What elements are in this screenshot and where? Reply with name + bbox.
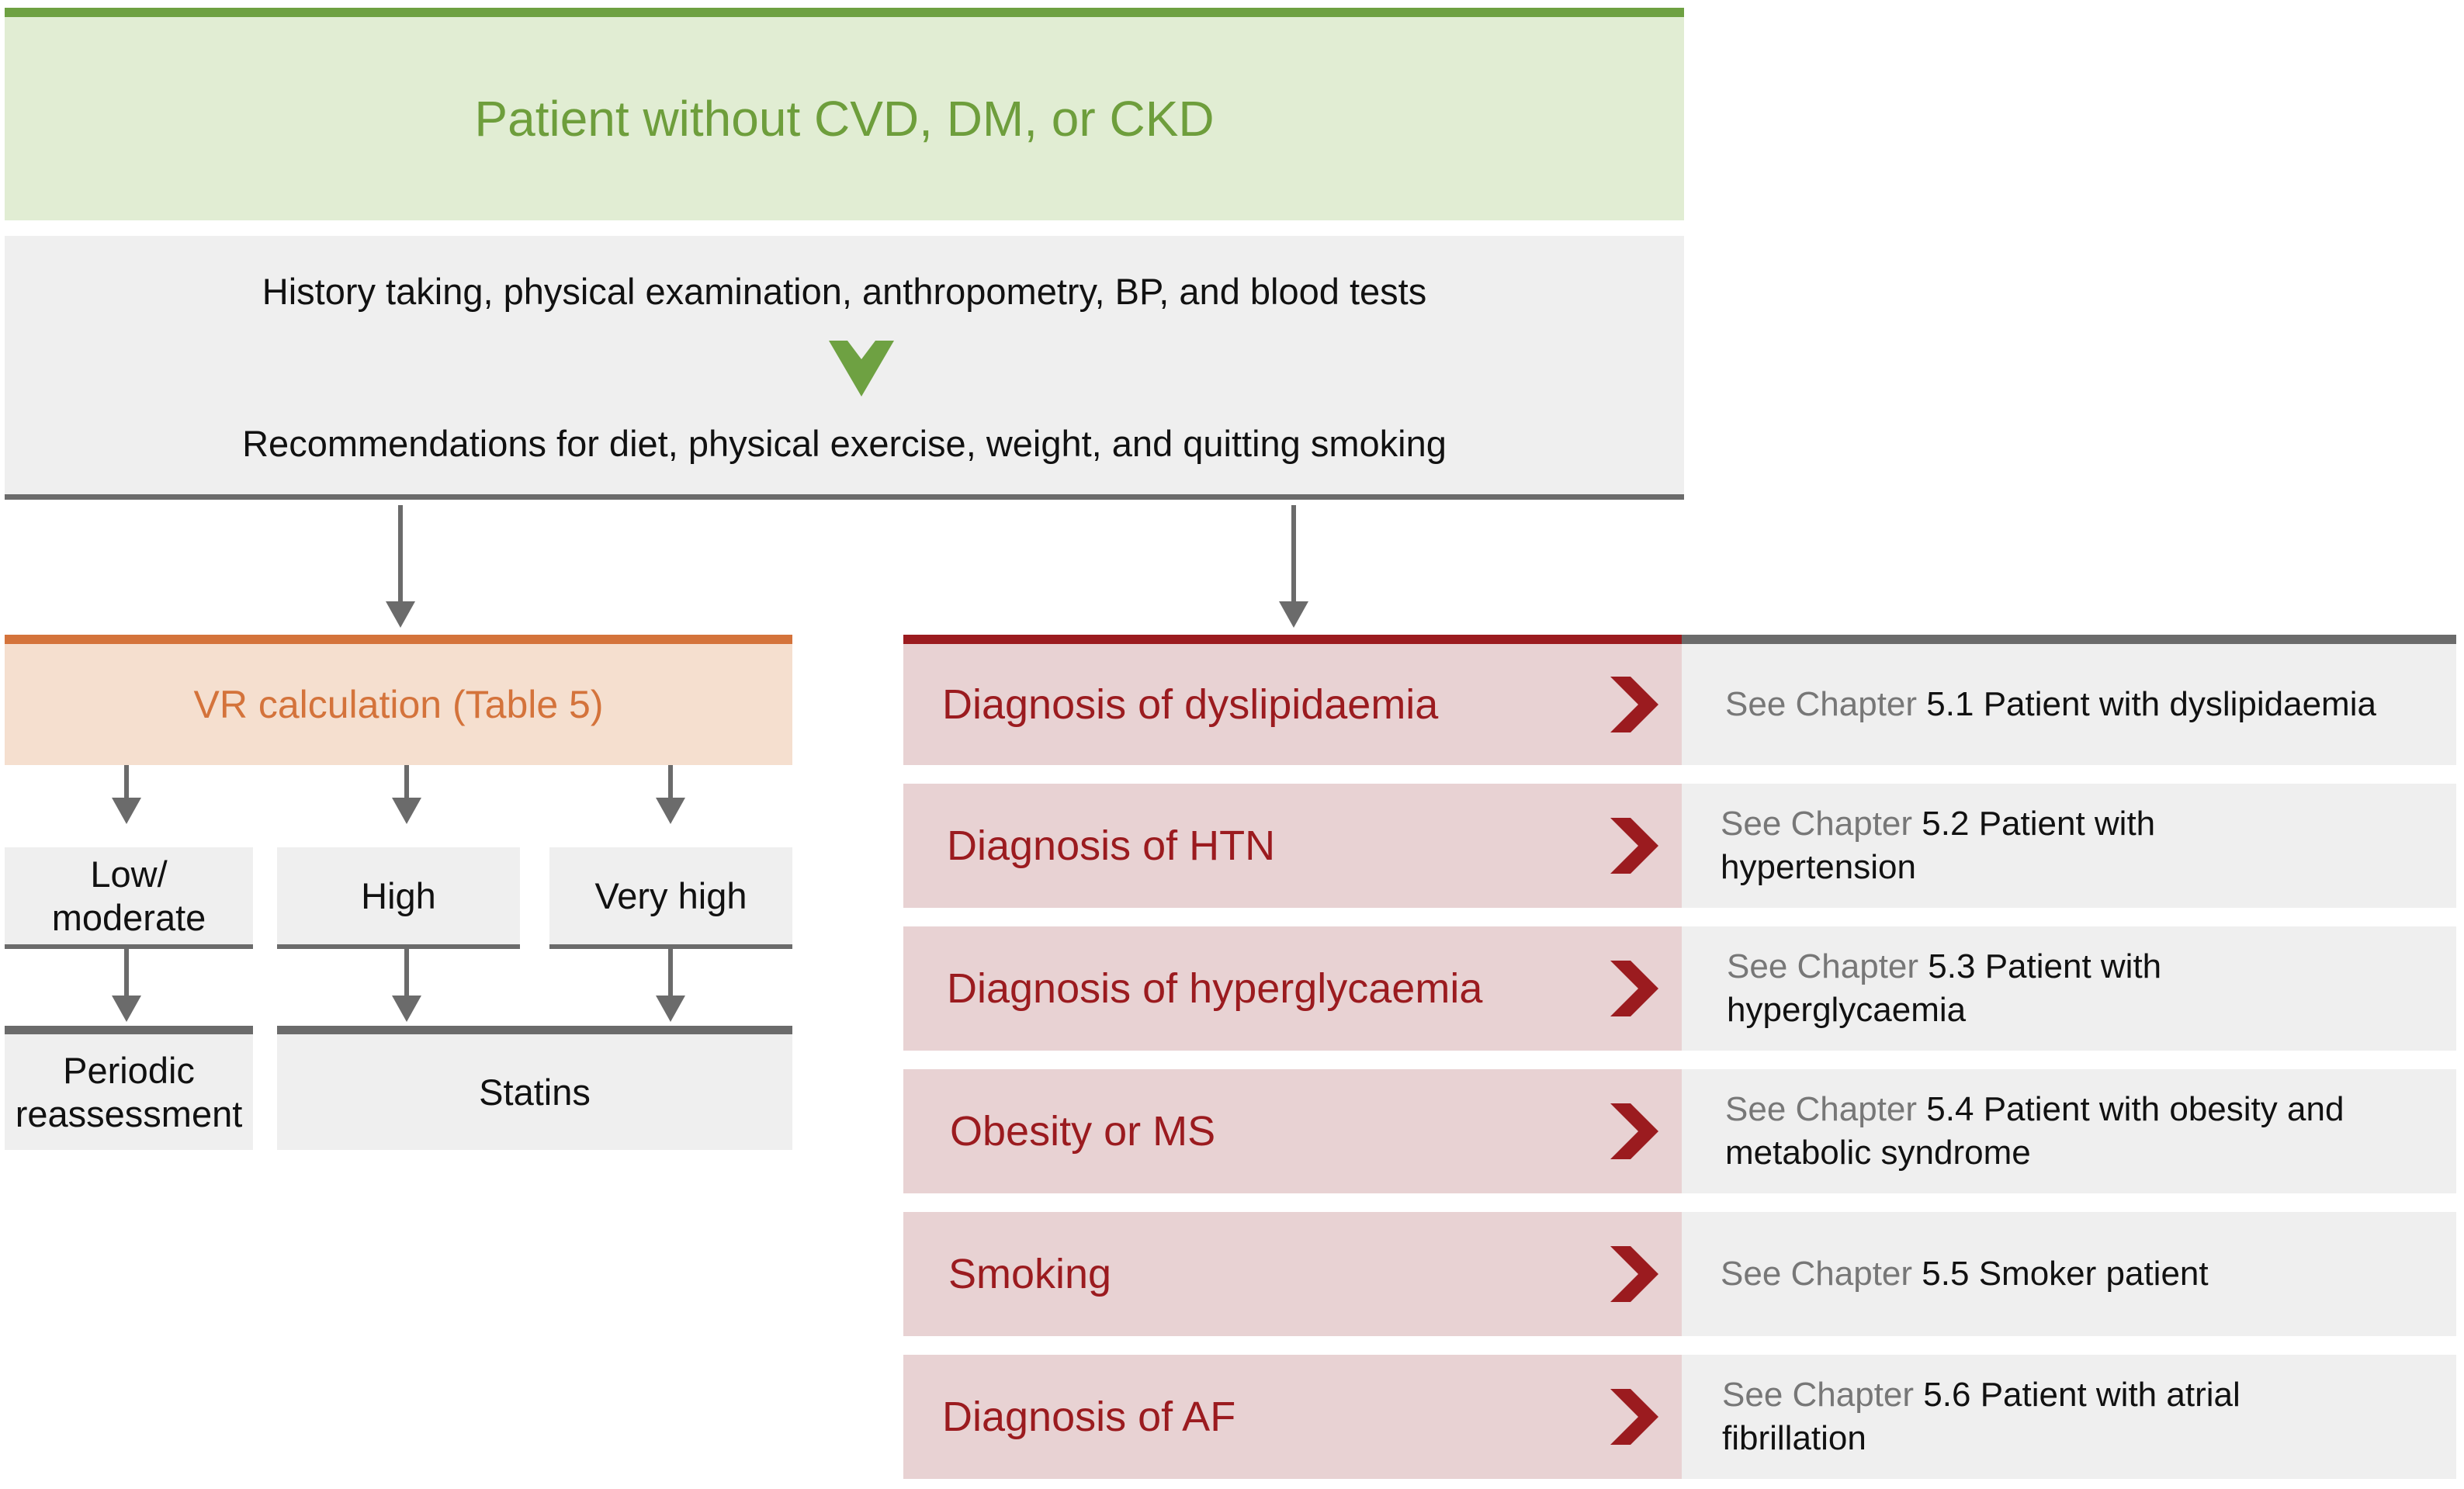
chevron-right-icon	[1610, 1103, 1658, 1159]
outcome-label: reassessment	[15, 1093, 243, 1134]
arrow-down-icon	[386, 601, 415, 628]
chapter-reference-continued: fibrillation	[1722, 1419, 1866, 1457]
arrow-down-icon	[112, 798, 141, 824]
see-chapter-label: See Chapter	[1722, 1376, 1915, 1414]
arrow-line-high-outcome	[404, 949, 409, 996]
chapter-reference: 5.2 Patient with	[1922, 805, 2156, 843]
chapter-reference-row: See Chapter 5.1 Patient with dyslipidaem…	[1682, 644, 2456, 765]
chevron-right-icon	[1610, 818, 1658, 874]
chapter-reference-row: See Chapter 5.3 Patient with hyperglycae…	[1682, 926, 2456, 1051]
chapter-reference-row: See Chapter 5.2 Patient with hypertensio…	[1682, 784, 2456, 908]
risk-level-high: High	[277, 847, 520, 949]
chapter-reference: 5.3 Patient with	[1928, 947, 2162, 985]
risk-level-label: High	[361, 874, 436, 916]
diagnosis-label: Smoking	[948, 1251, 1112, 1297]
diagnosis-label: Diagnosis of HTN	[947, 822, 1276, 869]
vr-calculation-label: VR calculation (Table 5)	[193, 683, 604, 726]
see-chapter-label: See Chapter	[1725, 1090, 1918, 1128]
diagnosis-label: Diagnosis of dyslipidaemia	[942, 681, 1439, 728]
chapter-reference: 5.4 Patient with obesity and	[1926, 1090, 2344, 1128]
chevron-right-icon	[1610, 1389, 1658, 1445]
chevron-right-icon	[1610, 1246, 1658, 1302]
chapter-reference-row: See Chapter 5.5 Smoker patient	[1682, 1212, 2456, 1336]
risk-level-label: moderate	[51, 896, 206, 938]
arrow-line-high	[404, 765, 409, 798]
risk-level-very-high: Very high	[549, 847, 792, 949]
diagnosis-row-htn: Diagnosis of HTN	[903, 784, 1682, 908]
chapter-reference-continued: hypertension	[1721, 848, 1916, 886]
diagnosis-row-dyslipidaemia: Diagnosis of dyslipidaemia	[903, 644, 1682, 765]
see-chapter-label: See Chapter	[1721, 805, 1913, 843]
assessment-box: History taking, physical examination, an…	[5, 236, 1684, 500]
see-chapter-label: See Chapter	[1727, 947, 1919, 985]
chapter-reference-continued: metabolic syndrome	[1725, 1134, 2031, 1172]
vr-calculation-box: VR calculation (Table 5)	[5, 644, 792, 765]
arrow-down-icon	[656, 798, 685, 824]
arrow-line-low	[124, 765, 129, 798]
arrow-line-very-high	[668, 765, 673, 798]
arrow-line-very-high-outcome	[668, 949, 673, 996]
diagnosis-label: Diagnosis of AF	[942, 1394, 1236, 1440]
chapter-reference-continued: hyperglycaemia	[1727, 991, 1967, 1029]
chapter-reference: 5.6 Patient with atrial	[1923, 1376, 2240, 1414]
arrow-line-to-diagnoses	[1291, 505, 1296, 601]
outcome-statins: Statins	[277, 1026, 792, 1150]
chevron-down-icon	[829, 341, 894, 396]
see-chapter-label: See Chapter	[1721, 1255, 1913, 1293]
chapter-reference: 5.1 Patient with dyslipidaemia	[1926, 685, 2376, 723]
diagnosis-label: Diagnosis of hyperglycaemia	[947, 965, 1483, 1012]
risk-level-label: Low/	[90, 853, 168, 895]
arrow-down-icon	[112, 996, 141, 1022]
diagnosis-row-obesity: Obesity or MS	[903, 1069, 1682, 1193]
outcome-periodic-reassessment: Periodic reassessment	[5, 1026, 253, 1150]
title-box: Patient without CVD, DM, or CKD	[5, 17, 1684, 220]
chevron-right-icon	[1610, 961, 1658, 1016]
outcome-label: Statins	[479, 1071, 591, 1113]
outcome-label: Periodic	[63, 1049, 195, 1091]
arrow-down-icon	[1279, 601, 1308, 628]
title-top-rule	[5, 8, 1684, 17]
diagram-title: Patient without CVD, DM, or CKD	[474, 91, 1215, 147]
vr-top-rule	[5, 635, 792, 644]
assessment-line-history: History taking, physical examination, an…	[262, 271, 1427, 312]
arrow-down-icon	[656, 996, 685, 1022]
risk-level-label: Very high	[594, 874, 747, 916]
see-chapter-label: See Chapter	[1725, 685, 1918, 723]
diagnosis-row-hyperglycaemia: Diagnosis of hyperglycaemia	[903, 926, 1682, 1051]
arrow-line-to-vr	[398, 505, 403, 601]
arrow-down-icon	[392, 798, 421, 824]
risk-level-low-moderate: Low/ moderate	[5, 847, 253, 949]
assessment-line-recommendations: Recommendations for diet, physical exerc…	[242, 423, 1447, 464]
chapter-reference-row: See Chapter 5.6 Patient with atrial fibr…	[1682, 1355, 2456, 1479]
diagnosis-label: Obesity or MS	[950, 1108, 1216, 1155]
chevron-right-icon	[1610, 677, 1658, 732]
diagnosis-row-smoking: Smoking	[903, 1212, 1682, 1336]
arrow-down-icon	[392, 996, 421, 1022]
diagnosis-row-af: Diagnosis of AF	[903, 1355, 1682, 1479]
chapter-reference-row: See Chapter 5.4 Patient with obesity and…	[1682, 1069, 2456, 1193]
diagnoses-top-rule	[903, 635, 1682, 644]
chapters-top-rule	[1682, 635, 2456, 644]
chapter-reference: 5.5 Smoker patient	[1922, 1255, 2209, 1293]
arrow-line-low-outcome	[124, 949, 129, 996]
